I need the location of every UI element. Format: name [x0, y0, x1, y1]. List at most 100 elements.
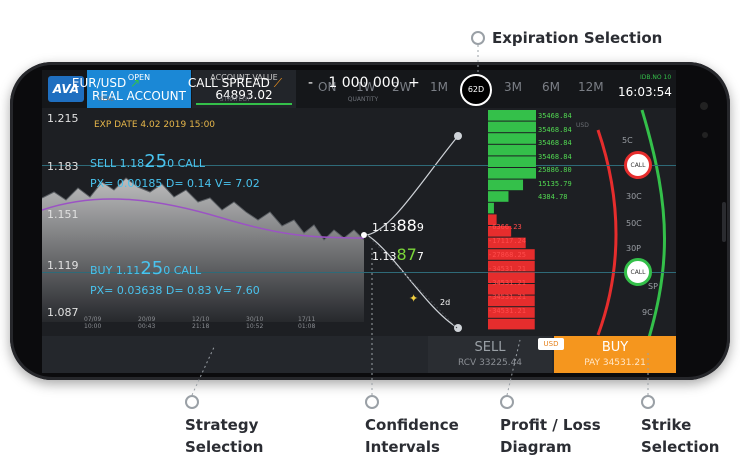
account-type-label: REAL ACCOUNT — [92, 89, 186, 103]
timeframe-on[interactable]: ON — [318, 80, 337, 94]
sell-strike-selector[interactable]: CALL — [624, 151, 652, 179]
confidence-callout-dot — [365, 395, 379, 409]
strategy-callout-line1: Strategy — [185, 416, 259, 434]
sell-call-suffix: 0 CALL — [167, 157, 206, 170]
quantity-plus-button[interactable]: + — [408, 75, 420, 91]
account-open-label: OPEN — [127, 73, 151, 82]
strike-label[interactable]: 50C — [626, 219, 642, 228]
timeframe-6m[interactable]: 6M — [542, 80, 560, 94]
candle-icon: ✦ — [409, 292, 419, 305]
x-label: 20/09 00:43 — [138, 316, 156, 330]
price-chart — [42, 109, 666, 361]
pl-profit-value: 35468.84 — [538, 112, 572, 120]
pl-loss-value: -17117.24 — [488, 237, 526, 245]
pl-loss-value: -27868.25 — [488, 251, 526, 259]
account-type-button[interactable]: OPEN REAL ACCOUNT — [87, 70, 191, 108]
quantity-sub: QUANTITY — [347, 96, 379, 103]
sell-px-info: PX= 0.00185 D= 0.14 V= 7.02 — [90, 177, 260, 190]
y-label: 1.087 — [47, 306, 79, 319]
pl-diagram — [488, 110, 536, 330]
pl-loss-bar — [488, 260, 535, 272]
pl-loss-value: -34531.21 — [488, 307, 526, 315]
timeframe-12m[interactable]: 12M — [578, 80, 604, 94]
timeframe-1w[interactable]: 1W — [356, 80, 376, 94]
pl-profit-bar — [488, 133, 536, 144]
sell-sub: RCV 33225.44 — [457, 358, 523, 368]
pl-currency-label: USD — [576, 122, 589, 129]
strategy-selector[interactable]: CALL SPREAD ⟋ STRATEGY — [172, 70, 298, 107]
account-value-bar — [196, 103, 292, 105]
x-label: 30/10 10:52 — [246, 316, 264, 330]
pl-loss-value: -6366.23 — [488, 223, 522, 231]
buy-strike-line — [42, 272, 676, 273]
pl-profit-bar — [488, 191, 509, 202]
clock: 16:03:54 — [618, 85, 672, 99]
buy-call-prefix: BUY 1.11 — [90, 264, 141, 277]
buy-call-label[interactable]: BUY 1.11250 CALL — [90, 258, 201, 279]
strike-label[interactable]: 5C — [622, 136, 633, 145]
spread-shape-icon: ⟋ — [273, 76, 283, 90]
confidence-callout-line1: Confidence — [365, 416, 459, 434]
sell-call-label[interactable]: SELL 1.18250 CALL — [90, 151, 205, 172]
buy-strike-selector[interactable]: CALL — [624, 258, 652, 286]
quantity-value: 1 000 000 — [328, 75, 400, 91]
strike-label[interactable]: 30P — [626, 244, 642, 253]
quantity-minus-button[interactable]: - — [308, 75, 314, 91]
arrow-up-right-icon: ↗ — [130, 76, 141, 90]
pl-profit-value: 4384.78 — [538, 193, 568, 201]
timeframe-active-62d[interactable]: 62D — [460, 74, 492, 106]
profit-callout-line1: Profit / Loss — [500, 416, 601, 434]
account-value: 64893.02 — [215, 88, 273, 102]
pl-loss-bar — [488, 249, 535, 260]
confidence-callout-line2: Intervals — [365, 438, 440, 456]
expiration-callout-label: Expiration Selection — [492, 29, 663, 47]
pl-profit-bar — [488, 202, 494, 214]
strike-label[interactable]: SP — [648, 282, 658, 291]
profit-callout-line2: Diagram — [500, 438, 572, 456]
strike-label[interactable]: 9C — [642, 308, 653, 317]
bid-big: 88 — [396, 216, 417, 235]
pl-loss-value: -34531.21 — [488, 293, 526, 301]
strike-label[interactable]: 30C — [626, 192, 642, 201]
strategy-callout-line2: Selection — [185, 438, 264, 456]
quantity-stepper[interactable]: - 1 000 000 + QUANTITY — [300, 70, 426, 107]
bid-prefix: 1.13 — [372, 221, 397, 234]
pl-loss-bar — [488, 237, 526, 249]
sell-call-big: 25 — [144, 151, 168, 172]
buy-button[interactable]: BUY PAY 34531.21 — [554, 336, 676, 373]
strategy-callout-dot — [185, 395, 199, 409]
pl-profit-value: 35468.84 — [538, 125, 572, 134]
pl-profit-bar — [488, 110, 536, 121]
ask-big: 87 — [396, 245, 417, 264]
y-label: 1.183 — [47, 160, 79, 173]
account-value-panel: ACCOUNT VALUE 64893.02 — [192, 70, 296, 108]
pl-profit-bar — [488, 179, 524, 191]
y-label: 1.119 — [47, 259, 79, 272]
strategy-label: CALL SPREAD ⟋ — [172, 76, 298, 91]
confidence-callout-label: Confidence Intervals — [365, 414, 459, 458]
bid-suffix: 9 — [416, 221, 424, 234]
pl-loss-bar — [488, 307, 535, 318]
pl-loss-value: -34531.21 — [488, 265, 526, 273]
ask-prefix: 1.13 — [372, 250, 397, 263]
timeframe-2w[interactable]: 2W — [392, 80, 412, 94]
period-label: 2d — [440, 298, 451, 307]
strategy-name: CALL SPREAD — [187, 76, 270, 90]
pl-profit-bar — [488, 121, 536, 133]
strike-callout-dot — [641, 395, 655, 409]
bid-price: 1.13889 — [372, 216, 424, 235]
buy-call-suffix: 0 CALL — [163, 264, 202, 277]
currency-badge[interactable]: USD — [538, 338, 564, 350]
pl-profit-bar — [488, 156, 536, 167]
strike-callout-line2: Selection — [641, 438, 720, 456]
sell-button[interactable]: SELL RCV 33225.44 — [428, 336, 552, 373]
sell-call-prefix: SELL 1.18 — [90, 157, 145, 170]
timeframe-1m[interactable]: 1M — [430, 80, 448, 94]
pl-loss-value: -34531.21 — [488, 279, 526, 287]
pair-selector[interactable]: EUR/USD ↗ REAL — [42, 70, 170, 107]
timeframe-3m[interactable]: 3M — [504, 80, 522, 94]
pl-loss-bar — [488, 295, 535, 307]
pl-profit-value: 35468.84 — [538, 139, 572, 147]
buy-sub: PAY 34531.21 — [584, 358, 646, 368]
expiration-date: EXP DATE 4.02 2019 15:00 — [94, 120, 216, 130]
